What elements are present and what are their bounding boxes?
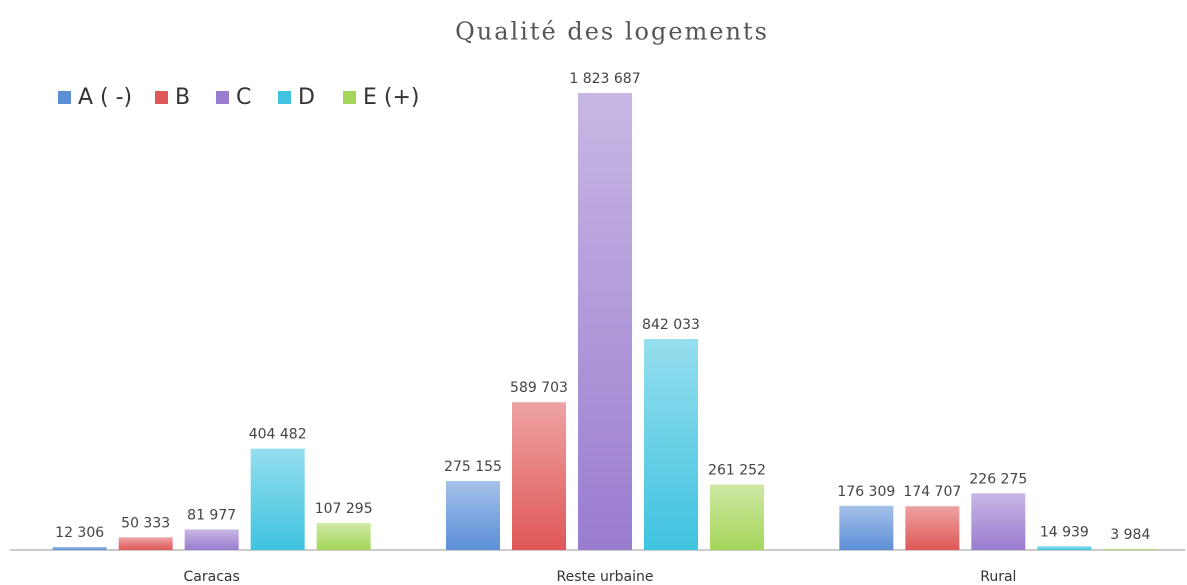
value-label: 50 333 bbox=[121, 515, 170, 531]
value-label: 404 482 bbox=[249, 427, 307, 443]
value-label: 1 823 687 bbox=[569, 71, 640, 87]
legend-label: A ( -) bbox=[78, 85, 132, 110]
value-label: 275 155 bbox=[444, 459, 502, 475]
legend-swatch bbox=[278, 91, 291, 104]
value-label: 176 309 bbox=[837, 484, 895, 500]
legend-label: B bbox=[175, 85, 190, 110]
value-label: 81 977 bbox=[187, 507, 236, 523]
legend-swatch bbox=[216, 91, 229, 104]
legend-swatch bbox=[58, 91, 71, 104]
bar bbox=[1103, 549, 1158, 550]
legend-label: D bbox=[298, 85, 315, 110]
value-label: 226 275 bbox=[969, 471, 1027, 487]
bar bbox=[512, 402, 566, 550]
legend-swatch bbox=[155, 91, 168, 104]
bar bbox=[644, 338, 698, 550]
value-label: 14 939 bbox=[1040, 524, 1089, 540]
value-label: 174 707 bbox=[903, 484, 961, 500]
x-tick-label: Caracas bbox=[184, 569, 240, 585]
x-tick-label: Rural bbox=[980, 569, 1016, 585]
bar bbox=[250, 448, 305, 550]
bar bbox=[118, 537, 173, 550]
chart-title: Qualité des logements bbox=[455, 18, 769, 46]
value-label: 107 295 bbox=[315, 501, 373, 517]
bar bbox=[52, 546, 107, 550]
legend-label: E (+) bbox=[363, 85, 420, 110]
value-label: 3 984 bbox=[1110, 527, 1150, 543]
bar bbox=[971, 493, 1026, 550]
x-tick-label: Reste urbaine bbox=[556, 569, 653, 585]
bar bbox=[316, 523, 371, 550]
value-label: 261 252 bbox=[708, 463, 766, 479]
value-label: 12 306 bbox=[55, 525, 104, 541]
legend-swatch bbox=[343, 91, 356, 104]
bar bbox=[710, 484, 764, 550]
bar bbox=[446, 481, 500, 550]
bar bbox=[1037, 546, 1092, 550]
bar bbox=[578, 93, 632, 550]
bar bbox=[839, 505, 894, 550]
legend-label: C bbox=[236, 85, 251, 110]
value-label: 842 033 bbox=[642, 317, 700, 333]
bar bbox=[905, 506, 960, 550]
bar bbox=[184, 529, 239, 550]
value-label: 589 703 bbox=[510, 380, 568, 396]
